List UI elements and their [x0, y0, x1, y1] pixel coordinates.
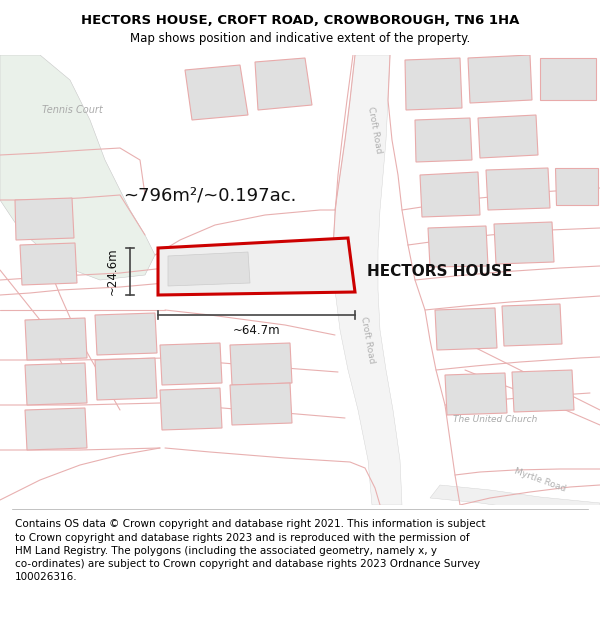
Polygon shape [428, 226, 488, 267]
Polygon shape [435, 308, 497, 350]
Polygon shape [540, 58, 596, 100]
Text: HECTORS HOUSE: HECTORS HOUSE [367, 264, 512, 279]
Text: ~796m²/~0.197ac.: ~796m²/~0.197ac. [124, 186, 296, 204]
Polygon shape [15, 198, 74, 240]
Polygon shape [185, 65, 248, 120]
Polygon shape [160, 343, 222, 385]
Polygon shape [158, 238, 355, 295]
Polygon shape [333, 55, 402, 505]
Polygon shape [555, 168, 598, 205]
Polygon shape [20, 243, 77, 285]
Text: Map shows position and indicative extent of the property.: Map shows position and indicative extent… [130, 32, 470, 45]
Text: Croft Road: Croft Road [367, 106, 383, 154]
Polygon shape [502, 304, 562, 346]
Polygon shape [468, 55, 532, 103]
Text: Myrtle Road: Myrtle Road [513, 466, 567, 494]
Polygon shape [420, 172, 480, 217]
Polygon shape [255, 58, 312, 110]
Text: Contains OS data © Crown copyright and database right 2021. This information is : Contains OS data © Crown copyright and d… [15, 519, 485, 582]
Text: HECTORS HOUSE, CROFT ROAD, CROWBOROUGH, TN6 1HA: HECTORS HOUSE, CROFT ROAD, CROWBOROUGH, … [81, 14, 519, 27]
Text: The United Church: The United Church [453, 416, 537, 424]
Text: Croft Road: Croft Road [359, 316, 377, 364]
Polygon shape [25, 318, 87, 360]
Polygon shape [95, 313, 157, 355]
Polygon shape [430, 485, 600, 516]
Polygon shape [25, 408, 87, 450]
Polygon shape [512, 370, 574, 412]
Polygon shape [494, 222, 554, 264]
Polygon shape [405, 58, 462, 110]
Polygon shape [95, 358, 157, 400]
Polygon shape [478, 115, 538, 158]
Polygon shape [230, 383, 292, 425]
Polygon shape [160, 388, 222, 430]
Polygon shape [415, 118, 472, 162]
Polygon shape [486, 168, 550, 210]
Polygon shape [25, 363, 87, 405]
Polygon shape [445, 373, 507, 415]
Polygon shape [0, 55, 155, 280]
Polygon shape [168, 252, 250, 286]
Text: Tennis Court: Tennis Court [41, 105, 103, 115]
Text: ~24.6m: ~24.6m [106, 248, 119, 295]
Polygon shape [230, 343, 292, 385]
Text: ~64.7m: ~64.7m [233, 324, 280, 338]
